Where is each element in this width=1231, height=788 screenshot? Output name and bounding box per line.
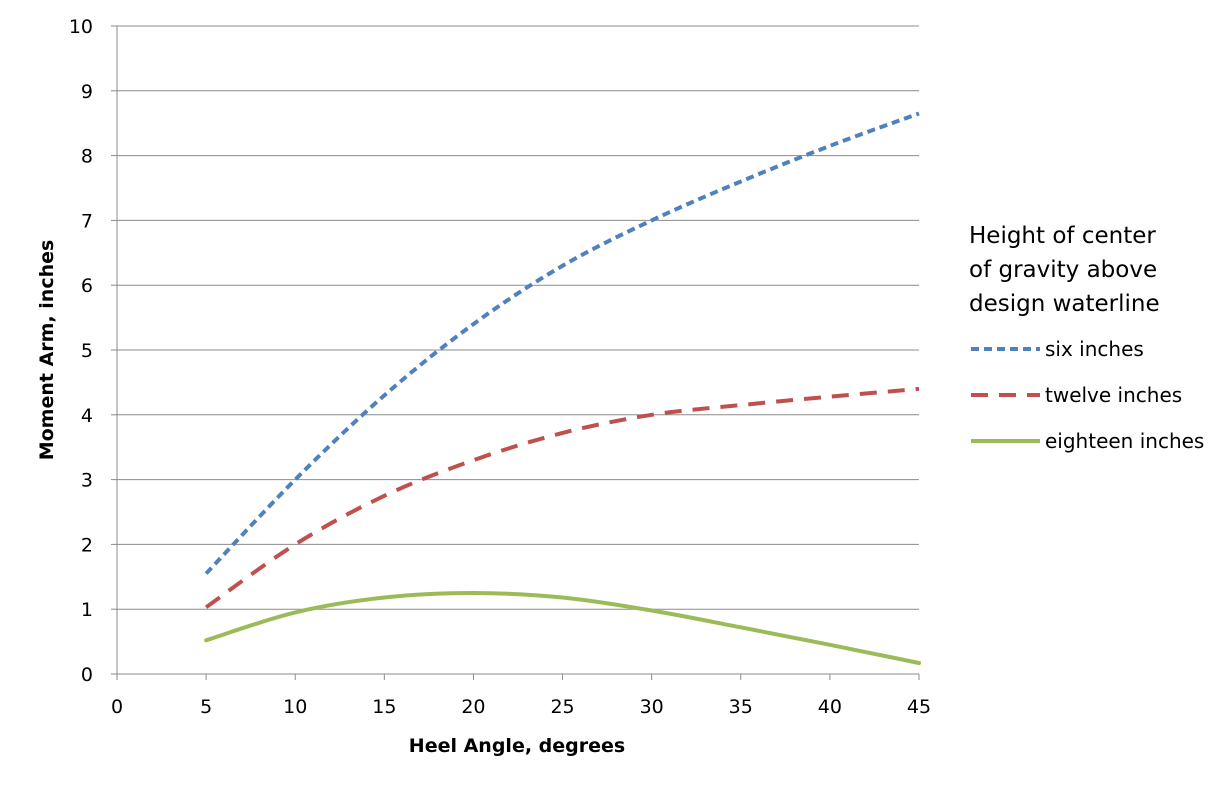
x-tick-label-35: 35 (729, 696, 753, 718)
legend-title-line-1: Height of center (969, 223, 1156, 249)
x-tick-label-5: 5 (200, 696, 212, 718)
legend-title-line-3: design waterline (969, 291, 1160, 317)
x-tick-label-10: 10 (283, 696, 307, 718)
x-tick-label-45: 45 (907, 696, 931, 718)
legend-entries: six inches twelve inches eighteen inches (971, 337, 1204, 453)
x-tick-label-0: 0 (111, 696, 123, 718)
series-line-twelve-inches (204, 386, 920, 609)
y-tick-label-4: 4 (81, 405, 93, 427)
series-line-eighteen-inches (204, 590, 921, 665)
y-tick-label-10: 10 (69, 16, 93, 38)
y-tick-labels: 0 1 2 3 4 5 6 7 8 9 10 (69, 16, 117, 686)
series-lines (204, 111, 921, 665)
legend-label-six-inches: six inches (1045, 337, 1144, 361)
y-axis-title: Moment Arm, inches (36, 240, 58, 461)
y-tick-label-0: 0 (81, 664, 93, 686)
x-tick-label-40: 40 (818, 696, 842, 718)
y-tick-label-6: 6 (81, 275, 93, 297)
gridlines (117, 25, 919, 610)
x-tick-label-25: 25 (550, 696, 574, 718)
x-tick-label-30: 30 (640, 696, 664, 718)
legend-label-twelve-inches: twelve inches (1045, 383, 1182, 407)
legend-label-eighteen-inches: eighteen inches (1045, 429, 1204, 453)
y-tick-label-2: 2 (81, 534, 93, 556)
x-tick-label-20: 20 (461, 696, 485, 718)
y-tick-label-1: 1 (81, 599, 93, 621)
legend: Height of center of gravity above design… (969, 223, 1204, 453)
y-tick-label-3: 3 (81, 470, 93, 492)
legend-title-line-2: of gravity above (969, 257, 1157, 283)
y-tick-label-5: 5 (81, 340, 93, 362)
y-tick-label-8: 8 (81, 146, 93, 168)
x-tick-labels: 0 5 10 15 20 25 30 35 40 45 (111, 674, 931, 718)
x-tick-label-15: 15 (372, 696, 396, 718)
x-axis-title: Heel Angle, degrees (409, 735, 625, 757)
axes (111, 26, 919, 680)
series-line-six-inches (204, 111, 920, 575)
y-tick-label-7: 7 (81, 210, 93, 232)
y-tick-label-9: 9 (81, 81, 93, 103)
